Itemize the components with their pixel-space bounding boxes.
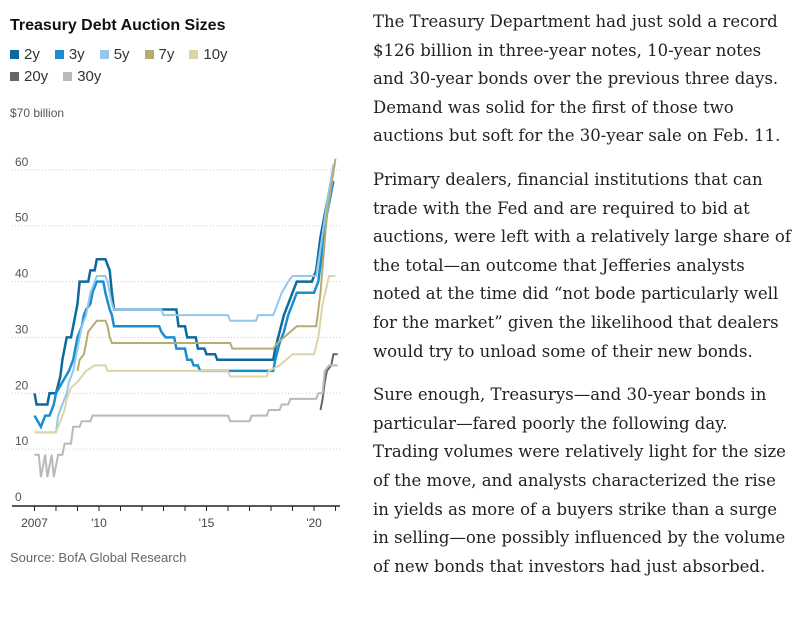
legend-item: 30y [63,68,101,85]
legend-item: 5y [99,45,130,63]
legend-swatch [63,71,73,81]
legend-item: 10y [189,45,228,63]
legend-label: 7y [158,45,175,63]
legend-swatch [189,49,199,59]
legend-swatch [54,49,64,59]
y-tick-label: 50 [15,211,29,225]
series-line-30y [34,364,338,478]
article-paragraph: The Treasury Department had just sold a … [373,12,781,146]
y-tick-label: 40 [15,267,29,281]
legend-item: 3y [54,45,85,63]
series-line-7y [76,158,337,372]
series-line-5y [34,164,335,434]
legend-row: 20y 30y [10,68,330,85]
y-tick-label: 0 [15,490,22,504]
legend-label: 30y [77,67,102,85]
legend-label: 10y [203,45,228,63]
legend-swatch [10,49,19,59]
article-paragraph: Sure enough, Treasurys—and 30-year bonds… [373,385,786,576]
series-line-10y [34,275,336,434]
legend: 2y 3y 5y 7y 10y 20y 30y [10,46,330,90]
x-tick-label: '15 [199,516,215,530]
legend-item: 7y [144,45,175,63]
x-tick-label: '20 [306,516,322,530]
legend-swatch [99,49,109,59]
y-unit-label: $70 billion [10,106,65,120]
legend-label: 5y [113,45,130,63]
legend-item: 20y [10,68,48,85]
chart-title: Treasury Debt Auction Sizes [10,17,226,34]
legend-row: 2y 3y 5y 7y 10y [10,45,330,63]
legend-swatch [144,49,154,59]
line-chart: 0 10 20 30 40 50 60 2007 '10 '15 '20 [12,155,340,530]
legend-swatch [10,71,19,81]
y-tick-label: 60 [15,155,29,169]
chart-panel: Treasury Debt Auction Sizes 2y 3y 5y 7y 10y 2… [0,0,350,627]
source-note: Source: BofA Global Research [10,550,187,565]
x-tick-label: '10 [91,516,107,530]
y-tick-label: 10 [15,434,29,448]
y-tick-label: 20 [15,378,29,392]
series-line-20y [319,353,338,411]
x-tick-label: 2007 [21,516,48,530]
legend-item: 2y [10,46,40,63]
series-line-3y [33,180,335,430]
article-body: The Treasury Department had just sold a … [373,8,793,596]
y-tick-label: 30 [15,322,29,336]
legend-label: 3y [68,45,85,63]
series-line-2y [33,169,335,406]
legend-label: 20y [24,67,49,85]
legend-label: 2y [24,45,40,63]
article-paragraph: Primary dealers, financial institutions … [373,169,791,361]
